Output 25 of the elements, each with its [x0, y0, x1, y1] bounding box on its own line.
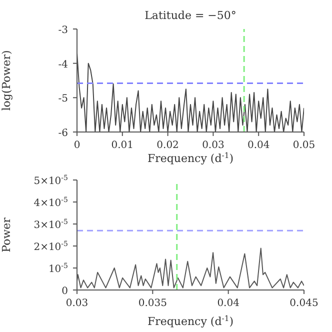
x-tick-label: 0.03 — [202, 140, 224, 151]
x-tick-label: 0.01 — [111, 140, 134, 151]
y-tick-label: 2×10$^{-5}$ — [34, 240, 68, 253]
y-tick-label: 0 — [62, 286, 68, 297]
y-tick-label: 10$^{-5}$ — [48, 262, 68, 275]
x-tick-label: 0.02 — [156, 140, 179, 151]
x-axis-title: Frequency (d$^{-1}$) — [147, 150, 234, 165]
y-tick-label: 5×10$^{-5}$ — [34, 174, 68, 187]
y-tick-label: -5 — [58, 94, 68, 105]
x-tick-label: 0 — [74, 140, 80, 151]
chart-title: Latitude = −50° — [144, 9, 238, 22]
y-tick-label: 3×10$^{-5}$ — [34, 218, 68, 231]
x-tick-label: 0.035 — [138, 298, 167, 309]
y-axis-title: Power — [0, 216, 13, 252]
y-tick-label: 4×10$^{-5}$ — [34, 196, 68, 209]
x-tick-label: 0.04 — [217, 298, 240, 309]
y-tick-label: -3 — [58, 25, 68, 36]
x-tick-label: 0.045 — [290, 298, 318, 309]
x-tick-label: 0.05 — [292, 140, 316, 151]
x-tick-label: 0.04 — [247, 140, 270, 151]
y-axis-title: log(Power) — [0, 50, 13, 111]
y-tick-label: -6 — [58, 128, 68, 139]
x-axis-title: Frequency (d$^{-1}$) — [147, 314, 234, 328]
x-tick-label: 0.03 — [66, 298, 88, 309]
y-tick-label: -4 — [58, 59, 68, 70]
